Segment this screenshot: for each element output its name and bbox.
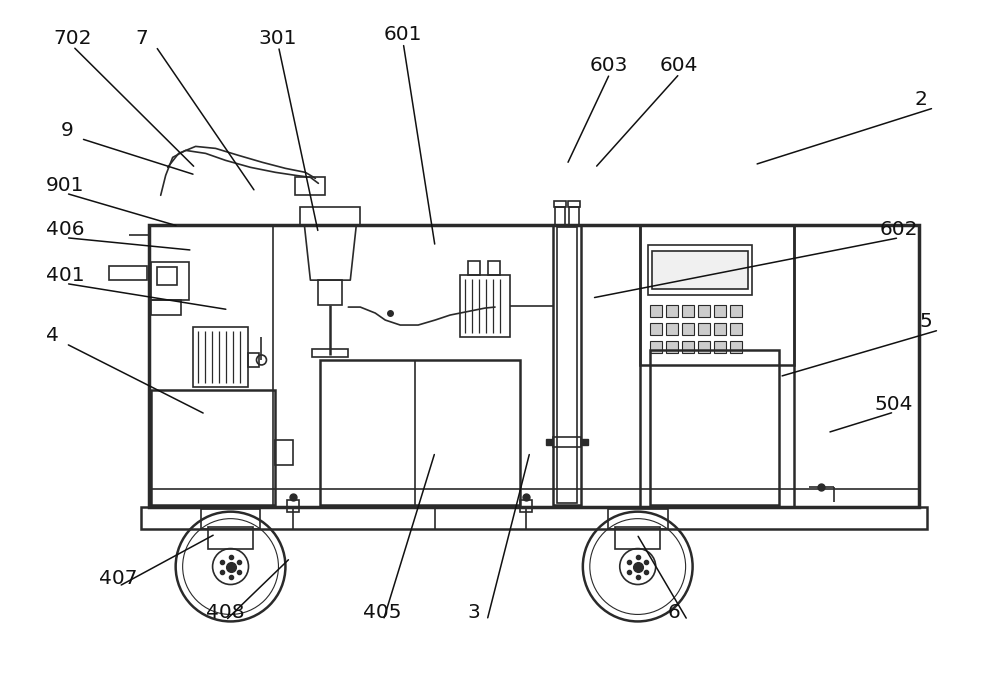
Bar <box>648 245 752 295</box>
Bar <box>275 440 293 464</box>
Bar <box>666 305 678 317</box>
Bar <box>666 323 678 335</box>
Bar <box>320 360 520 505</box>
Bar <box>468 261 480 275</box>
Text: 601: 601 <box>383 25 422 45</box>
Bar <box>615 527 660 549</box>
Bar <box>569 208 579 225</box>
Bar <box>714 341 726 353</box>
Bar <box>553 437 581 447</box>
Text: 702: 702 <box>53 29 91 48</box>
Bar <box>295 177 325 195</box>
Bar <box>698 323 710 335</box>
Text: 406: 406 <box>46 220 84 239</box>
Bar <box>652 251 748 289</box>
Bar <box>650 350 779 505</box>
Bar <box>608 509 668 529</box>
Bar <box>208 527 253 549</box>
Bar <box>151 300 181 315</box>
Text: 408: 408 <box>206 603 244 622</box>
Bar <box>682 341 694 353</box>
Bar <box>141 507 927 529</box>
Bar <box>157 267 177 285</box>
Bar <box>193 327 248 387</box>
Bar <box>714 305 726 317</box>
Bar <box>312 349 348 357</box>
Text: 4: 4 <box>46 326 59 345</box>
Text: 603: 603 <box>590 56 628 75</box>
Bar <box>640 225 794 365</box>
Bar <box>287 499 299 512</box>
Bar <box>149 225 273 507</box>
Text: 405: 405 <box>363 603 402 622</box>
Text: 504: 504 <box>874 395 913 414</box>
Bar <box>730 305 742 317</box>
Text: 407: 407 <box>99 569 137 588</box>
Text: 602: 602 <box>879 220 918 239</box>
Bar <box>568 201 580 208</box>
Bar <box>650 305 662 317</box>
Bar <box>553 225 581 505</box>
Bar <box>149 225 919 507</box>
Text: 5: 5 <box>919 312 932 332</box>
Bar <box>666 341 678 353</box>
Text: 301: 301 <box>258 29 297 48</box>
Bar <box>650 341 662 353</box>
Bar <box>248 353 259 367</box>
Text: 7: 7 <box>136 29 148 48</box>
Bar <box>557 227 577 503</box>
Text: 3: 3 <box>467 603 480 622</box>
Text: 2: 2 <box>914 90 927 110</box>
Bar <box>682 305 694 317</box>
Bar <box>488 261 500 275</box>
Text: 604: 604 <box>660 56 698 75</box>
Bar <box>698 341 710 353</box>
Bar <box>201 509 260 529</box>
Bar <box>640 225 794 507</box>
Bar <box>151 390 275 505</box>
Bar <box>682 323 694 335</box>
Text: 901: 901 <box>46 176 84 195</box>
Bar <box>300 208 360 225</box>
Bar <box>109 266 147 280</box>
Text: 6: 6 <box>668 603 680 622</box>
Bar <box>650 323 662 335</box>
Bar <box>554 201 566 208</box>
Text: 9: 9 <box>61 121 74 140</box>
Bar <box>460 275 510 337</box>
Bar <box>151 262 189 300</box>
Bar <box>318 280 342 305</box>
Bar <box>714 323 726 335</box>
Bar <box>555 208 565 225</box>
Bar <box>730 341 742 353</box>
Text: 401: 401 <box>46 266 85 285</box>
Bar <box>698 305 710 317</box>
Bar <box>520 499 532 512</box>
Bar <box>730 323 742 335</box>
